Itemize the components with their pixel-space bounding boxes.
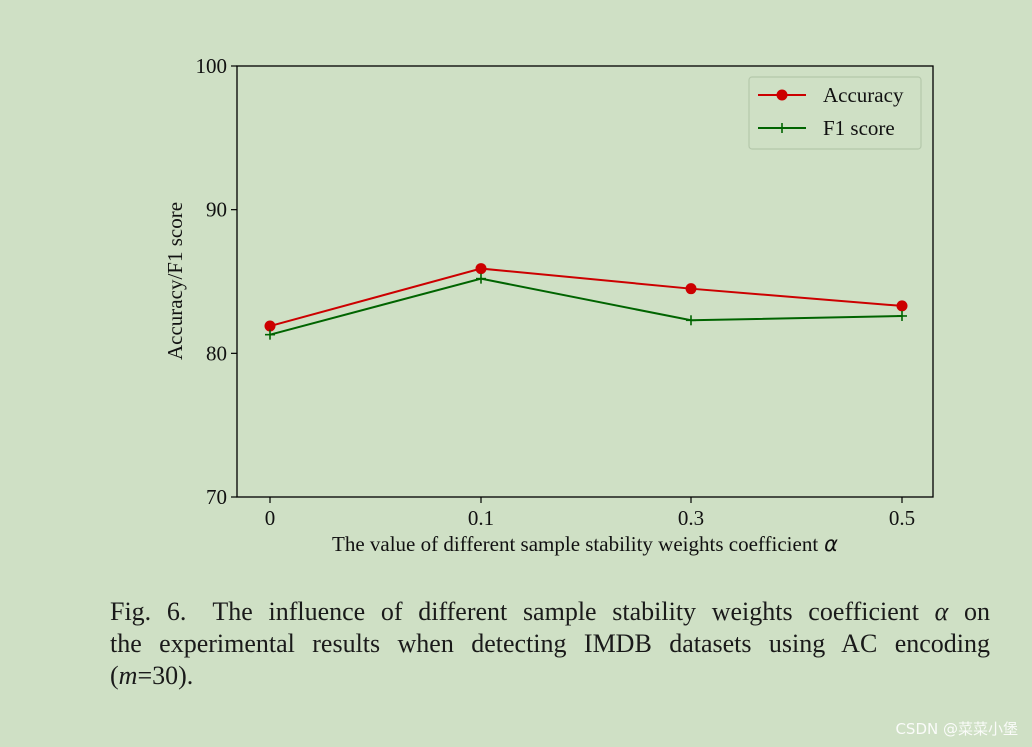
series-line-accuracy (269, 267, 903, 328)
y-axis-label: Accuracy/F1 score (163, 202, 187, 360)
data-point-accuracy (685, 283, 697, 295)
data-point-f1-score (265, 329, 275, 340)
legend-label: Accuracy (823, 83, 904, 107)
data-point-accuracy (896, 300, 908, 312)
x-tick-label: 0.5 (889, 506, 915, 530)
x-axis-label: The value of different sample stability … (332, 532, 838, 556)
y-axis: 70 80 90 100 (196, 54, 237, 509)
series-line-f1-score (269, 277, 903, 336)
data-point-f1-score (686, 315, 696, 326)
x-axis: 0 0.1 0.3 0.5 (265, 497, 915, 530)
caption-alpha: α (934, 597, 949, 626)
caption-line-1: Fig. 6. The influence of different sample… (110, 596, 990, 628)
legend: Accuracy F1 score (748, 76, 922, 150)
y-tick-label: 100 (196, 54, 228, 78)
caption-paren-rest: =30). (137, 661, 194, 690)
x-tick-label: 0 (265, 506, 276, 530)
caption-paren-open: ( (110, 661, 119, 690)
figure-caption: Fig. 6. The influence of different sample… (110, 596, 990, 692)
y-tick-label: 90 (206, 198, 227, 222)
x-tick-label: 0.1 (468, 506, 494, 530)
legend-label: F1 score (823, 116, 895, 140)
y-tick-label: 80 (206, 341, 227, 365)
y-tick-label: 70 (206, 485, 227, 509)
line-chart: 70 80 90 100 0 0.1 0.3 0.5 Accuracy F1 score Ac… (163, 54, 934, 556)
caption-text-1: The influence of different sample stabil… (212, 597, 919, 626)
figure-number: Fig. 6. (110, 597, 187, 626)
caption-text-1-tail: on (964, 597, 991, 626)
caption-line-3: (m=30). (110, 660, 990, 692)
data-point-accuracy (475, 263, 487, 275)
data-point-f1-score (897, 310, 907, 321)
caption-var-m: m (118, 661, 138, 690)
x-tick-label: 0.3 (678, 506, 704, 530)
plot-area (236, 65, 934, 498)
watermark: CSDN @菜菜小堡 (895, 720, 1018, 738)
x-axis-label-alpha: α (824, 532, 838, 556)
data-point-f1-score (476, 273, 486, 284)
legend-marker-circle (776, 89, 788, 101)
series-layer (264, 263, 908, 340)
caption-line-2: the experimental results when detecting … (110, 629, 990, 658)
x-axis-label-text: The value of different sample stability … (332, 532, 818, 556)
data-point-accuracy (264, 320, 276, 332)
